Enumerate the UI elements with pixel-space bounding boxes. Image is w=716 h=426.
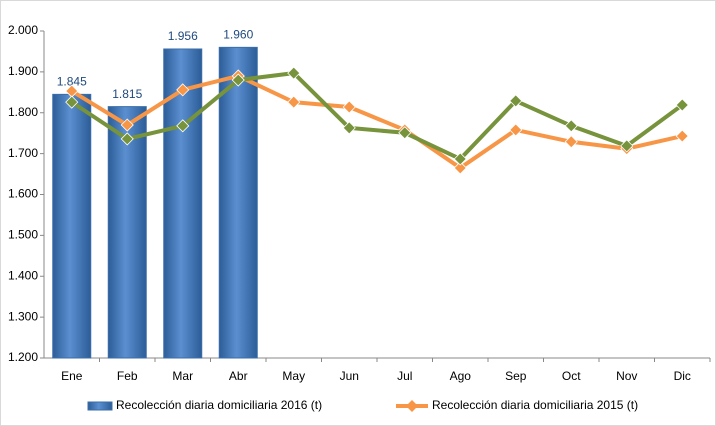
x-tick-label: May [282,369,305,383]
y-tick-label: 1.300 [8,309,38,323]
marker [453,161,467,175]
x-tick-label: Oct [562,369,581,383]
marker [620,139,634,153]
marker [564,119,578,133]
bar [218,46,258,359]
marker [65,95,79,109]
line [70,71,684,161]
legend-label: Recolección diaria domiciliaria 2016 (t) [116,398,322,412]
x-tick-label: Dic [674,369,691,383]
value-label: 1.845 [57,75,87,89]
x-tick-label: Jul [397,369,412,383]
x-tick-label: Sep [505,369,527,383]
marker [509,123,523,137]
x-tick-label: Abr [229,369,248,383]
bar [52,93,92,359]
y-tick-label: 2.000 [8,23,38,37]
line [70,73,683,170]
marker [509,94,523,108]
x-tick-label: Nov [616,369,637,383]
legend-swatch [87,401,113,411]
bar [163,48,203,359]
x-tick-label: Ene [61,369,83,383]
marker [675,98,689,112]
legend-label: Recolección diaria domiciliaria 2015 (t) [432,398,638,412]
marker [287,95,301,109]
marker [564,135,578,149]
value-label: 1.960 [223,28,253,42]
bar [107,106,147,359]
x-tick-label: Feb [117,369,138,383]
y-tick-label: 1.700 [8,146,38,160]
marker [342,100,356,114]
marker [287,66,301,80]
x-tick-label: Ago [450,369,472,383]
y-tick-label: 1.600 [8,187,38,201]
marker [120,132,134,146]
marker [120,118,134,132]
marker [675,129,689,143]
marker [398,126,412,140]
value-label: 1.956 [168,29,198,43]
y-tick-label: 1.800 [8,105,38,119]
y-tick-label: 1.500 [8,228,38,242]
x-tick-label: Jun [340,369,359,383]
marker [231,73,245,87]
x-tick-label: Mar [172,369,193,383]
y-tick-label: 1.400 [8,268,38,282]
marker [176,83,190,97]
value-label: 1.815 [112,87,142,101]
y-tick-label: 1.200 [8,350,38,364]
y-tick-label: 1.900 [8,64,38,78]
marker [176,119,190,133]
marker [453,152,467,166]
marker [342,121,356,135]
legend-marker [406,400,418,412]
